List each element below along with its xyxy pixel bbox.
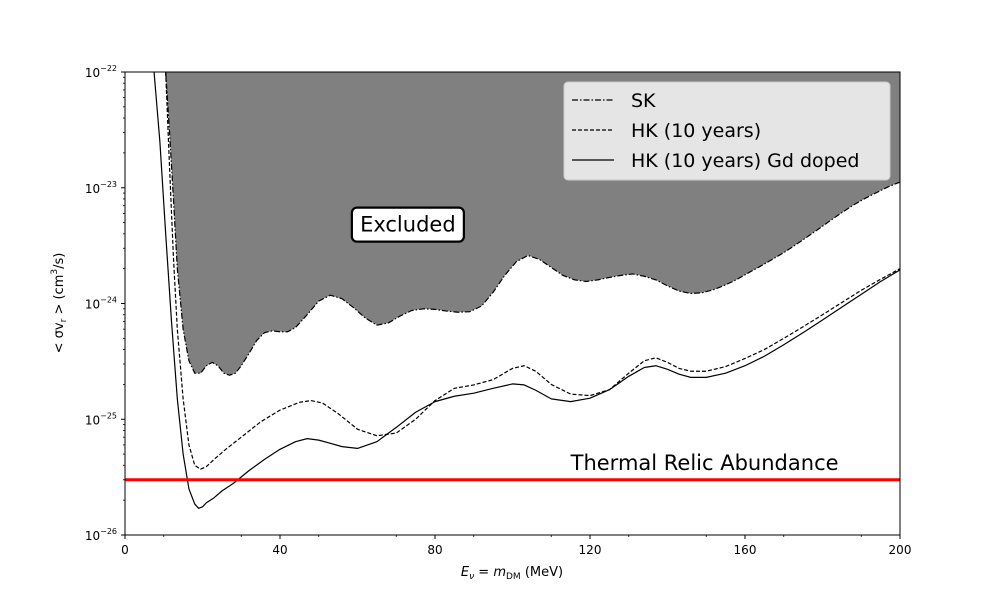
legend-label-hk-gd: HK (10 years) Gd doped [631,150,859,172]
legend-label-sk: SK [631,90,656,112]
legend-label-hk: HK (10 years) [631,120,761,142]
y-axis-label: < σvr > (cm3/s) [50,253,69,354]
x-tick-label: 120 [579,543,602,557]
x-axis-label: Eν = mDM (MeV) [461,565,563,582]
legend-box [563,81,891,181]
x-tick-label: 80 [427,543,442,557]
x-tick-label: 160 [734,543,757,557]
y-tick-label: 10−24 [85,296,117,312]
y-tick-label: 10−22 [85,64,117,80]
x-tick-label: 200 [889,543,912,557]
y-tick-label: 10−23 [85,180,117,196]
thermal-relic-label: Thermal Relic Abundance [570,451,839,475]
series-line-hk-gd [153,72,900,509]
excluded-label: Excluded [360,213,456,237]
excluded-label-box [350,206,465,243]
x-tick-label: 0 [121,543,129,557]
series-line-hk [165,72,900,470]
x-tick-label: 40 [272,543,287,557]
y-tick-label: 10−26 [85,527,117,543]
y-tick-label: 10−25 [85,411,117,427]
legend: SK HK (10 years) HK (10 years) Gd doped [563,81,891,181]
series-line-sk [165,72,900,376]
